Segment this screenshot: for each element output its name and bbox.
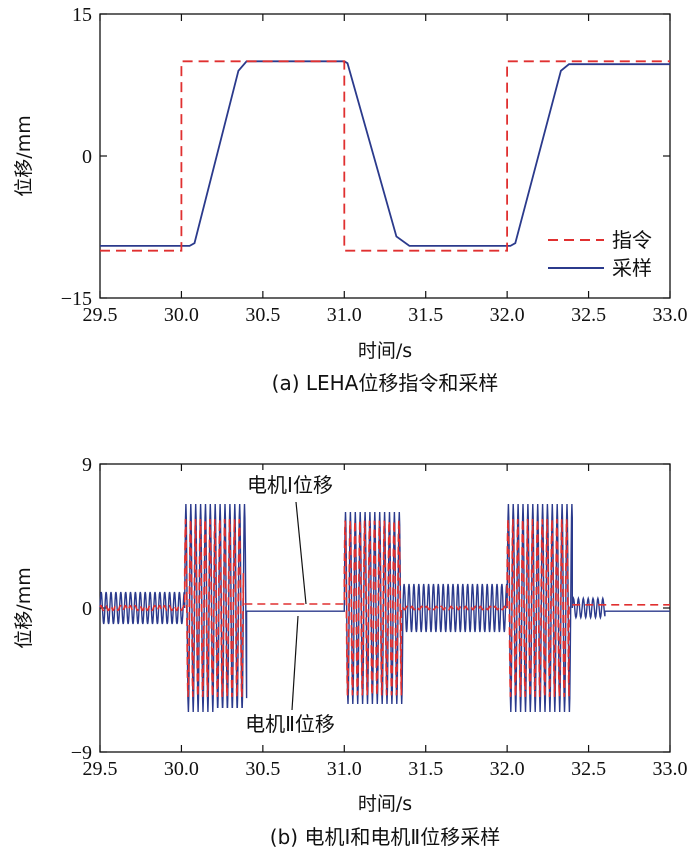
ticks-a: 29.5 30.0 30.5 31.0 31.5 32.0 32.5 33.0 15 0 −15 [61,4,688,326]
series-a [100,60,670,252]
a-y-tick-label: 0 [82,146,92,168]
a-x-tick-label: 31.5 [408,304,443,326]
a-x-tick-label: 31.0 [327,304,362,326]
annotation-pointer-motor2 [291,615,299,711]
a-y-tick-label: 15 [72,4,92,26]
b-y-tick-label: 9 [82,454,92,476]
x-axis-label-a: 时间/s [358,340,412,362]
a-y-tick-label: −15 [61,288,92,310]
a-x-tick-label: 32.0 [490,304,525,326]
panel-b: 29.5 30.0 30.5 31.0 31.5 32.0 32.5 33.0 9 0 −9 位移/… [13,454,688,849]
series-line-采样 [100,60,670,247]
b-x-tick-label: 30.5 [245,758,280,780]
x-axis-label-b: 时间/s [358,793,412,815]
a-x-tick-label: 30.0 [164,304,199,326]
y-axis-label-a: 位移/mm [13,115,35,196]
legend-label-command: 指令 [612,228,652,252]
annotation-motor2: 电机Ⅱ位移 [245,712,335,736]
b-x-tick-label: 29.5 [83,758,118,780]
b-y-tick-label: 0 [82,598,92,620]
b-y-tick-label: −9 [71,742,92,764]
annotation-bg-motor1 [214,470,364,500]
ticks-b: 29.5 30.0 30.5 31.0 31.5 32.0 32.5 33.0 9 0 −9 [71,454,688,780]
b-x-tick-label: 32.0 [490,758,525,780]
b-x-tick-label: 33.0 [653,758,688,780]
a-x-tick-label: 33.0 [653,304,688,326]
b-x-tick-label: 30.0 [164,758,199,780]
a-x-tick-label: 30.5 [245,304,280,326]
legend-a: 指令 采样 [548,228,652,280]
annotation-bg-motor2 [214,708,364,738]
y-axis-label-b: 位移/mm [13,567,35,648]
legend-label-sample: 采样 [612,256,652,280]
caption-b: (b) 电机Ⅰ和电机Ⅱ位移采样 [270,825,500,849]
series-line-指令 [100,60,670,252]
annotation-pointer-motor1 [295,501,307,605]
a-x-tick-label: 29.5 [83,304,118,326]
b-x-tick-label: 31.5 [408,758,443,780]
series-b [99,503,670,713]
plot-frame-a [99,13,671,299]
b-x-tick-label: 31.0 [327,758,362,780]
b-x-tick-label: 32.5 [571,758,606,780]
series-line-电机Ⅰ位移 [99,519,670,697]
caption-a: (a) LEHA位移指令和采样 [272,371,499,395]
panel-a: 29.5 30.0 30.5 31.0 31.5 32.0 32.5 33.0 15 0 −15 位… [13,4,688,395]
annotation-motor1: 电机Ⅰ位移 [247,473,333,497]
a-x-tick-label: 32.5 [571,304,606,326]
